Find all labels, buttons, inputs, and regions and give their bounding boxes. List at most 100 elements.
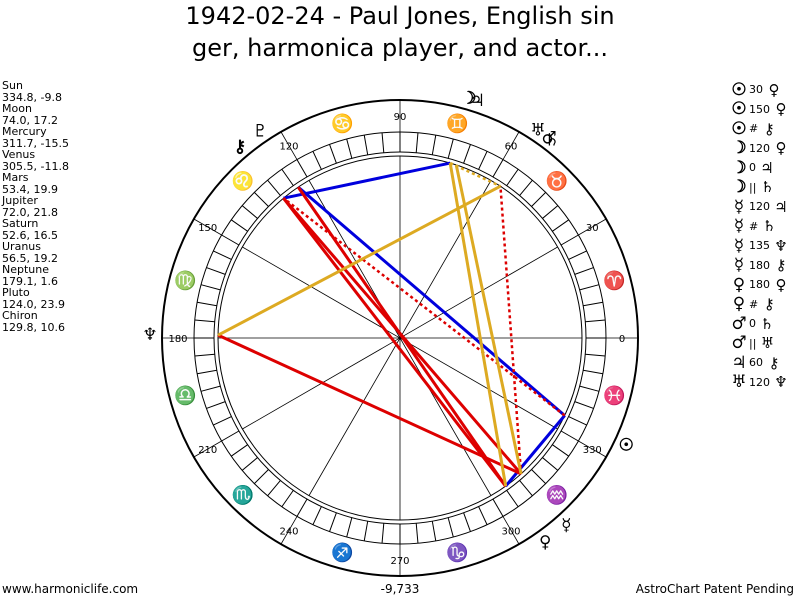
footer-website: www.harmoniclife.com	[2, 582, 139, 596]
footer-value: -9,733	[380, 582, 420, 596]
aspect-planet-1: ☿	[733, 196, 745, 217]
aspect-planet-1: ☉	[731, 99, 747, 120]
planet-name: Moon	[2, 102, 32, 115]
tick-mark	[281, 168, 294, 186]
tick-mark	[579, 284, 600, 291]
planet-coords: 129.8, 10.6	[2, 320, 65, 334]
tick-mark	[200, 284, 221, 291]
aspect-planet-1: ♀	[732, 294, 746, 315]
tick-mark	[519, 179, 533, 196]
footer-patent: AstroChart Patent Pending	[635, 582, 794, 596]
degree-label: 60	[505, 142, 518, 153]
aspect-value: #	[749, 297, 759, 311]
zodiac-sign-icon: ♓	[603, 384, 625, 406]
aspect-lines	[217, 161, 566, 488]
tick-mark	[200, 385, 221, 392]
tick-mark	[329, 512, 337, 532]
planet-coords: 124.0, 23.9	[2, 297, 65, 311]
wheel-labels: 0 30 60 90 120 150 180 210 240 270 300 330 ♈ ♉ ♊ ♋ ♌ ♍ ♎ ♏ ♐…	[142, 89, 633, 567]
aspect-row: ☽ || ♄	[730, 177, 800, 197]
aspect-row: ☽ 0 ♃	[730, 158, 800, 178]
aspect-planet-2: ⚷	[775, 256, 787, 275]
aspect-planet-1: ☽	[731, 138, 747, 159]
aspect-value: 0	[749, 317, 756, 331]
aspect-value: #	[749, 122, 759, 136]
degree-label: 240	[279, 526, 298, 537]
aspect-value: 120	[749, 200, 770, 214]
aspect-row: ☿ 135 ♆	[730, 236, 800, 256]
zodiac-sign-icon: ♈	[603, 270, 625, 292]
spoke-outer	[193, 440, 222, 458]
tick-mark	[296, 159, 308, 178]
tick-mark	[312, 506, 322, 525]
planet-name: Neptune	[2, 263, 50, 276]
tick-mark	[381, 132, 385, 153]
tick-mark	[463, 512, 471, 532]
aspect-line	[504, 414, 566, 488]
aspect-planet-1: ☿	[733, 255, 745, 276]
planet-glyph-icon: ♆	[142, 325, 157, 345]
aspect-planet-1: ♅	[731, 372, 747, 393]
tick-mark	[574, 401, 594, 409]
aspect-row: ♀ 180 ♀	[730, 275, 800, 295]
tick-mark	[221, 430, 240, 442]
aspect-row: ♂ || ♅	[730, 333, 800, 353]
aspect-planet-2: ♄	[760, 178, 775, 197]
tick-mark	[296, 498, 308, 517]
planet-name: Sun	[2, 79, 23, 92]
aspect-row: ♃ 60 ⚷	[730, 353, 800, 373]
aspect-value: 0	[749, 161, 756, 175]
tick-mark	[281, 490, 294, 508]
aspect-value: 60	[749, 356, 763, 370]
zodiac-sign-icon: ♋	[331, 113, 353, 135]
tick-mark	[241, 457, 258, 471]
aspect-row: ♀ # ⚷	[730, 294, 800, 315]
planet-glyph-icon: ♇	[253, 122, 268, 142]
aspect-row: ♅ 120 ♆	[730, 372, 800, 393]
aspect-line	[217, 333, 522, 476]
planet-coords: 56.5, 19.2	[2, 251, 58, 265]
aspect-planet-2: ♆	[774, 373, 788, 392]
aspect-planet-1: ☉	[731, 118, 747, 139]
aspect-value: 120	[749, 141, 770, 155]
aspect-planet-1: ♀	[732, 274, 746, 295]
tick-mark	[431, 135, 437, 155]
planet-glyph-icon: ♂	[541, 128, 556, 148]
aspect-planet-2: ♅	[760, 334, 775, 353]
tick-mark	[221, 234, 240, 246]
tick-mark	[206, 267, 226, 275]
aspect-planet-1: ☿	[733, 216, 745, 237]
tick-mark	[492, 498, 504, 517]
degree-label: 330	[583, 445, 602, 456]
aspect-value: ||	[749, 336, 757, 350]
planet-name: Mars	[2, 171, 29, 184]
tick-mark	[579, 385, 600, 392]
aspect-planet-1: ♃	[731, 352, 747, 373]
aspect-line	[217, 184, 502, 337]
tick-mark	[492, 159, 504, 178]
aspect-line	[448, 162, 508, 487]
zodiac-sign-icon: ♏	[232, 484, 254, 506]
degree-label: 210	[198, 445, 217, 456]
tick-mark	[194, 353, 215, 357]
degree-label: 120	[279, 142, 298, 153]
chart-title: 1942-02-24 - Paul Jones, English sin ger…	[0, 0, 800, 64]
aspect-row: ☿ 180 ⚷	[730, 255, 800, 276]
aspect-line	[454, 164, 523, 475]
planet-coords: 53.4, 19.9	[2, 182, 58, 196]
aspect-list: ☉ 30 ♀ ☉ 150 ♀ ☉ # ⚷ ☽ 120 ♀ ☽ 0 ♃ ☽ || ♄ ☿ 120 ♃ ☿ # ♄ ☿ 135 ♆ ☿ 18…	[730, 80, 800, 393]
planet-name: Chiron	[2, 309, 38, 322]
tick-mark	[329, 144, 337, 164]
degree-label: 270	[390, 556, 409, 567]
zodiac-sign-icon: ♉	[546, 170, 568, 192]
planet-coords: 311.7, -15.5	[2, 136, 69, 150]
tick-mark	[253, 191, 269, 207]
tick-mark	[463, 144, 471, 164]
aspect-planet-2: ♄	[762, 217, 776, 236]
planet-glyph-icon: ♅	[530, 121, 545, 141]
zodiac-sign-icon: ♑	[446, 541, 468, 563]
tick-mark	[415, 523, 419, 544]
tick-mark	[346, 517, 353, 538]
tick-mark	[241, 205, 258, 219]
aspect-planet-2: ♀	[775, 139, 787, 158]
